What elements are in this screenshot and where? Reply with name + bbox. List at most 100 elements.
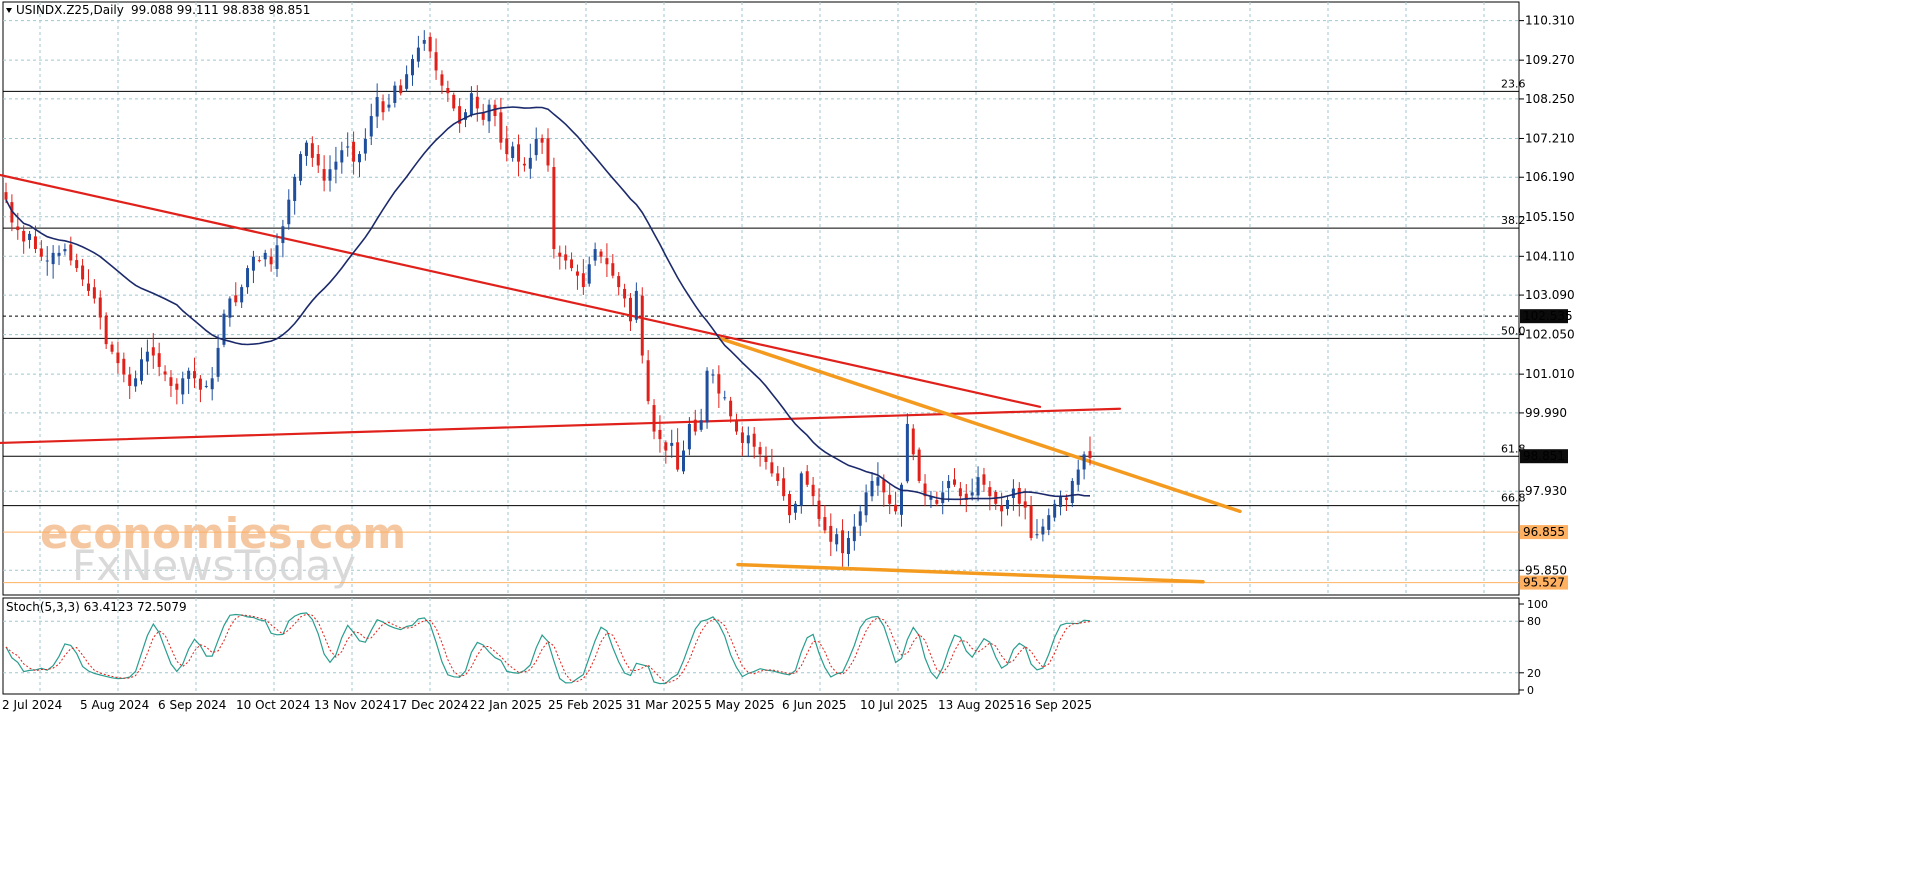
candle-body: [469, 93, 473, 115]
price-marker-box: [1520, 309, 1568, 324]
candle-body: [57, 252, 61, 256]
y-tick-label: 101.010: [1525, 367, 1575, 381]
candle-body: [646, 360, 650, 402]
candle-body: [1076, 469, 1080, 485]
candle-body: [611, 263, 615, 276]
red-trendline: [0, 173, 1042, 408]
candle-body: [546, 138, 550, 166]
candle-body: [228, 298, 232, 318]
candle-body: [947, 480, 951, 489]
candle-body: [852, 526, 856, 542]
candle-body: [157, 353, 161, 367]
candle-body: [593, 249, 597, 261]
candle-body: [4, 192, 8, 200]
candle-body: [817, 500, 821, 519]
candle-body: [605, 258, 609, 265]
candle-body: [110, 344, 114, 352]
candle-body: [346, 146, 350, 148]
fib-level-label: 38.2: [1501, 214, 1526, 227]
fib-level-label: 66.8: [1501, 492, 1526, 505]
candle-body: [876, 477, 880, 486]
price-marker-box: [1520, 525, 1568, 540]
candle-body: [882, 479, 886, 493]
candle-body: [86, 283, 90, 291]
candle-body: [517, 144, 521, 162]
candle-body: [1035, 534, 1039, 536]
candlesticks: [4, 30, 1092, 567]
candle-body: [599, 251, 603, 257]
x-tick-label: 5 May 2025: [704, 698, 775, 712]
candle-body: [958, 488, 962, 497]
candle-body: [752, 433, 756, 447]
candle-body: [964, 493, 968, 500]
candle-body: [1082, 454, 1086, 470]
candle-body: [534, 138, 538, 156]
candle-body: [676, 442, 680, 470]
stoch-label: Stoch(5,3,3) 63.4123 72.5079: [6, 600, 187, 614]
candle-body: [399, 85, 403, 94]
candle-body: [175, 383, 179, 390]
candle-body: [623, 288, 627, 299]
candle-body: [151, 347, 155, 356]
stoch-y-tick-label: 100: [1527, 598, 1548, 611]
candle-body: [1047, 515, 1051, 530]
candle-body: [693, 419, 697, 432]
candle-body: [899, 484, 903, 515]
candle-body: [464, 112, 468, 120]
candle-body: [811, 484, 815, 497]
candle-body: [434, 52, 438, 71]
candle-body: [75, 260, 79, 269]
candle-body: [22, 230, 26, 242]
candle-body: [894, 504, 898, 512]
candle-body: [634, 290, 638, 320]
candle-body: [45, 260, 49, 262]
candle-body: [240, 287, 244, 303]
candle-body: [198, 378, 202, 390]
candle-body: [281, 226, 285, 244]
x-tick-label: 10 Jul 2025: [860, 698, 928, 712]
candle-body: [16, 226, 20, 231]
candle-body: [729, 400, 733, 417]
candle-body: [10, 202, 14, 223]
candle-body: [740, 432, 744, 443]
candle-body: [776, 473, 780, 481]
candle-body: [858, 511, 862, 526]
candle-body: [835, 534, 839, 545]
candle-body: [764, 456, 768, 462]
candle-body: [1023, 501, 1027, 508]
candle-body: [363, 138, 367, 154]
candle-body: [793, 503, 797, 513]
candle-body: [375, 97, 379, 117]
y-tick-label: 102.050: [1525, 328, 1575, 342]
candle-body: [246, 268, 250, 288]
candle-body: [552, 167, 556, 250]
candle-body: [864, 492, 868, 516]
candle-body: [181, 378, 185, 395]
stoch-k-line: [5, 612, 1091, 685]
candle-body: [652, 405, 656, 432]
candle-body: [287, 199, 291, 225]
collapse-triangle-icon[interactable]: [6, 8, 12, 13]
candle-body: [140, 359, 143, 381]
candle-body: [387, 104, 391, 108]
candle-body: [799, 473, 803, 506]
candle-body: [493, 104, 497, 117]
y-tick-label: 110.310: [1525, 14, 1575, 28]
y-tick-label: 97.930: [1525, 484, 1567, 498]
candle-body: [134, 378, 138, 387]
candle-body: [699, 420, 703, 430]
candle-body: [717, 374, 721, 394]
candle-body: [28, 233, 32, 240]
candle-body: [935, 500, 939, 504]
candle-body: [522, 163, 526, 166]
x-tick-label: 17 Dec 2024: [392, 698, 469, 712]
candle-body: [682, 450, 685, 472]
candle-body: [216, 347, 220, 377]
candle-body: [98, 297, 102, 318]
candle-body: [357, 154, 361, 163]
candle-body: [81, 265, 85, 280]
candle-body: [929, 496, 933, 500]
candle-body: [405, 74, 409, 89]
candle-body: [823, 517, 827, 531]
candle-body: [570, 259, 574, 269]
